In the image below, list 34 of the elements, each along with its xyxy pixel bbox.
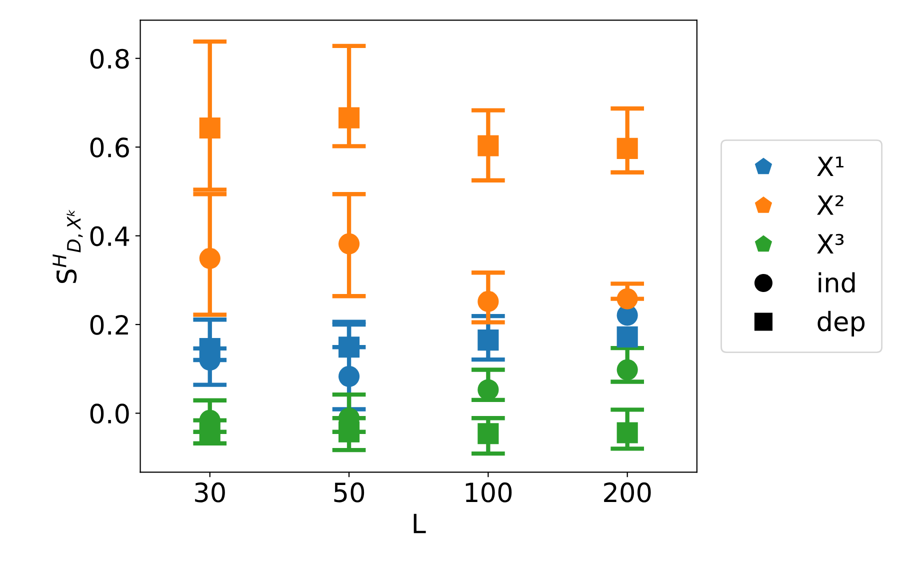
point [199, 117, 220, 139]
point [338, 107, 360, 128]
y-axis-title: S̄$^{H}$$_{D,Xᵏ}$ [52, 210, 83, 284]
point [616, 359, 638, 380]
point [199, 338, 220, 360]
legend-label: X² [817, 195, 844, 215]
legend-label: X¹ [817, 156, 844, 176]
legend-label: X³ [817, 234, 844, 254]
legend-label: dep [818, 310, 865, 336]
y-tick-label: 0.4 [90, 226, 130, 246]
point [616, 288, 638, 310]
y-tick-label: 0.6 [90, 138, 129, 158]
point [338, 336, 360, 358]
point [338, 421, 360, 442]
point [338, 233, 360, 254]
point [338, 366, 360, 387]
point [199, 421, 220, 442]
point [478, 330, 499, 351]
point [616, 326, 638, 348]
x-tick-label: 100 [466, 482, 512, 502]
y-tick-label: 0.0 [90, 404, 129, 424]
x-tick-label: 200 [604, 482, 651, 502]
legend-label: ind [818, 272, 855, 293]
point [478, 135, 499, 156]
point [616, 138, 638, 159]
x-tick-label: 30 [195, 482, 225, 502]
x-tick-label: 50 [334, 482, 364, 502]
y-tick-label: 0.8 [90, 48, 129, 69]
point [478, 290, 499, 312]
y-tick-label: 0.2 [90, 314, 128, 335]
point [478, 423, 499, 444]
x-axis-title: L [414, 514, 426, 534]
point [616, 422, 638, 444]
point [199, 248, 220, 269]
